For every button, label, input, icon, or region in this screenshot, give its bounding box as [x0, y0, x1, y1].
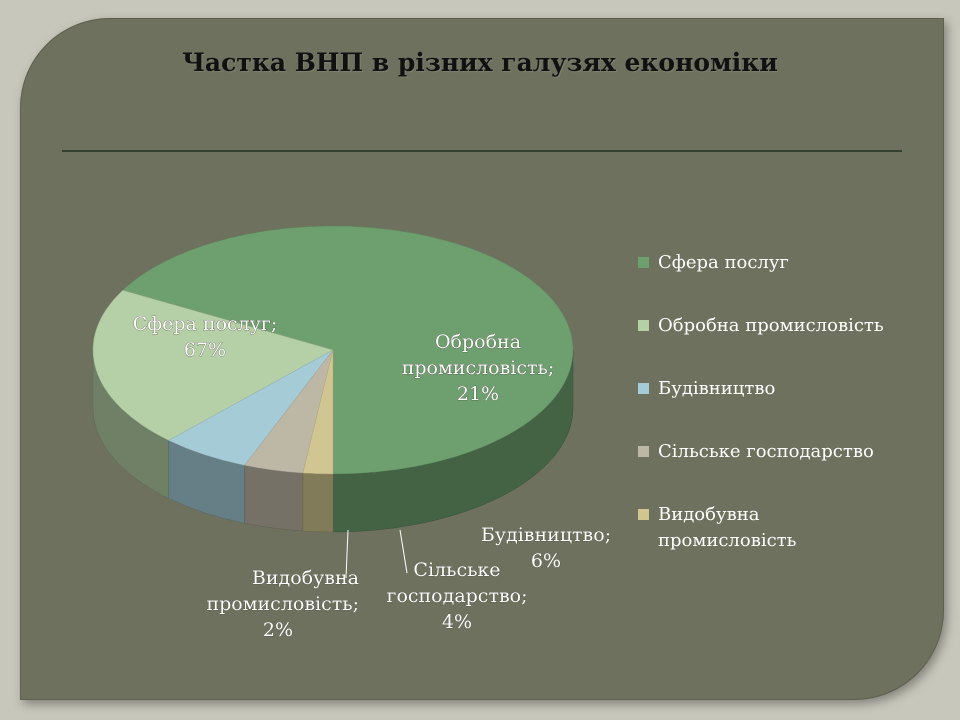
data-label-обробна-промисловість-1: промисловість;: [402, 357, 555, 379]
legend-label-сільське-господарство-0: Сільське господарство: [658, 441, 874, 462]
data-label-сільське-господарство-2: 4%: [442, 611, 472, 633]
legend-label-обробна-промисловість-0: Обробна промисловість: [658, 315, 884, 336]
legend-label-видобувна-промисловість-1: промисловість: [658, 530, 797, 551]
pie-side-сільське-господарство: [244, 464, 304, 532]
pie-slice-сфера-послуг: [122, 225, 574, 475]
data-label-сільське-господарство-0: Сільське: [413, 559, 500, 581]
legend-swatch-будівництво: [638, 383, 649, 394]
data-label-видобувна-промисловість-0: Видобувна: [252, 567, 359, 589]
legend-label-видобувна-промисловість-0: Видобувна: [658, 504, 760, 525]
pie-slice-обробна-промисловість: [92, 289, 334, 441]
data-label-будівництво-0: Будівництво;: [481, 524, 611, 546]
legend-swatch-сфера-послуг: [638, 257, 649, 268]
legend-swatch-видобувна-промисловість: [638, 509, 649, 520]
chart-title: Частка ВНП в різних галузях економіки: [182, 48, 778, 77]
pie-slice-видобувна-промисловість: [302, 349, 334, 475]
data-label-будівництво-1: 6%: [531, 550, 561, 572]
data-label-видобувна-промисловість-1: промисловість;: [206, 593, 359, 615]
data-label-обробна-промисловість-2: 21%: [457, 383, 499, 405]
title-divider: [62, 150, 902, 152]
legend-swatch-обробна-промисловість: [638, 320, 649, 331]
data-label-сфера-послуг-1: 67%: [184, 339, 226, 361]
data-label-видобувна-промисловість-2: 2%: [263, 619, 293, 641]
legend-swatch-сільське-господарство: [638, 446, 649, 457]
legend-label-будівництво-0: Будівництво: [658, 378, 775, 399]
leader-line-сільське-господарство: [399, 529, 408, 574]
data-label-сфера-послуг-0: Сфера послуг;: [133, 313, 278, 335]
data-label-сільське-господарство-1: господарство;: [386, 585, 527, 607]
data-label-обробна-промисловість-0: Обробна: [435, 331, 521, 353]
legend-label-сфера-послуг-0: Сфера послуг: [658, 252, 789, 273]
leader-line-видобувна-промисловість: [345, 529, 349, 579]
pie-side-видобувна-промисловість: [302, 472, 334, 533]
